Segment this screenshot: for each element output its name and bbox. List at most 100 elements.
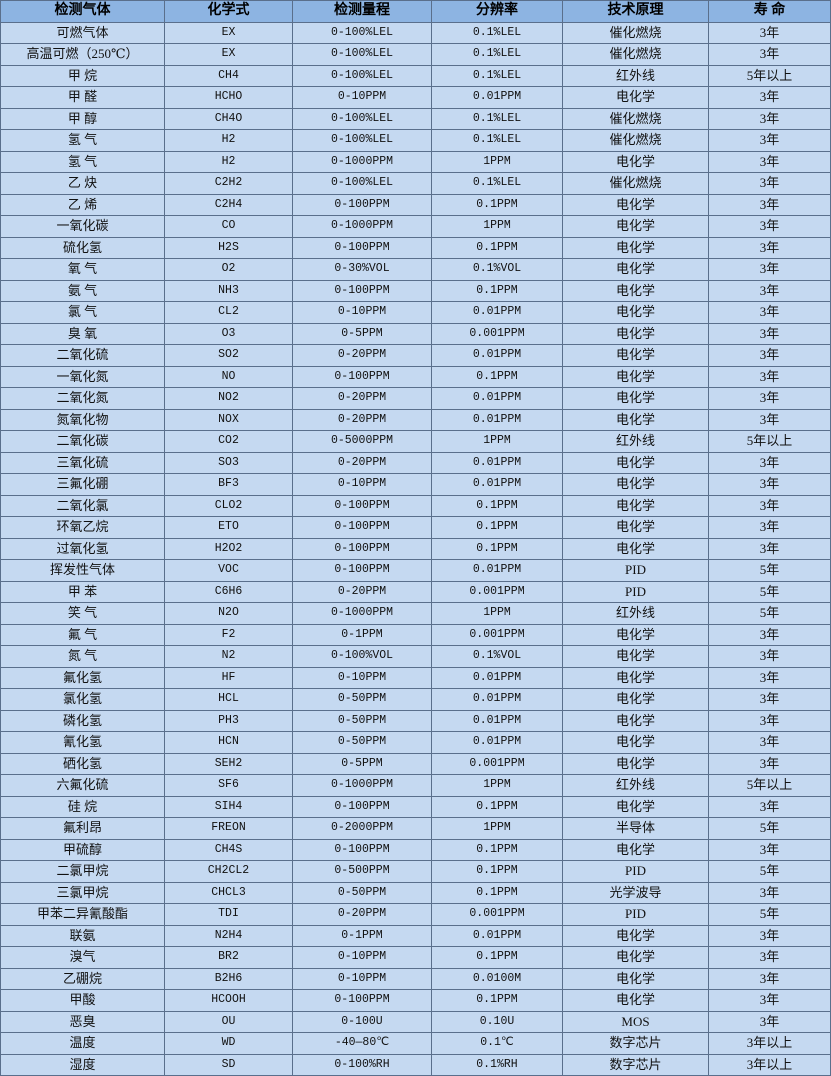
formula-cell: SEH2 [164,752,293,775]
formula-cell: SF6 [164,774,293,797]
formula-cell: H2S [164,236,293,259]
formula-cell: CH2CL2 [164,860,293,883]
principle-cell: 电化学 [562,344,709,367]
resolution-cell: 0.01PPM [431,301,563,324]
range-cell: 0-1000PPM [292,602,432,625]
resolution-cell: 0.0100M [431,967,563,990]
range-cell: 0-100%LEL [292,64,432,87]
principle-cell: 电化学 [562,795,709,818]
table-row: 磷化氢 PH3 0-50PPM 0.01PPM 电化学 3年 [0,709,831,732]
range-cell: 0-100%LEL [292,21,432,44]
resolution-cell: 1PPM [431,150,563,173]
principle-cell: 催化燃烧 [562,129,709,152]
range-cell: 0-5PPM [292,322,432,345]
principle-cell: 数字芯片 [562,1032,709,1055]
resolution-cell: 0.1PPM [431,193,563,216]
gas-cell: 甲苯二异氰酸酯 [0,903,165,926]
resolution-cell: 0.1PPM [431,989,563,1012]
principle-cell: 电化学 [562,473,709,496]
formula-cell: N2 [164,645,293,668]
gas-cell: 甲 烷 [0,64,165,87]
table-row: 甲苯二异氰酸酯 TDI 0-20PPM 0.001PPM PID 5年 [0,903,831,926]
gas-cell: 二氧化硫 [0,344,165,367]
table-row: 氢 气 H2 0-100%LEL 0.1%LEL 催化燃烧 3年 [0,129,831,152]
formula-cell: HCL [164,688,293,711]
range-cell: 0-100%LEL [292,129,432,152]
range-cell: 0-10PPM [292,967,432,990]
range-cell: 0-10PPM [292,666,432,689]
principle-cell: 电化学 [562,924,709,947]
resolution-cell: 0.1PPM [431,795,563,818]
range-cell: 0-100%LEL [292,172,432,195]
lifespan-cell: 3年 [708,731,831,754]
principle-cell: PID [562,559,709,582]
principle-cell: 电化学 [562,150,709,173]
resolution-cell: 0.1PPM [431,365,563,388]
resolution-cell: 0.1PPM [431,494,563,517]
lifespan-cell: 3年 [708,215,831,238]
principle-cell: 电化学 [562,967,709,990]
range-cell: -40—80℃ [292,1032,432,1055]
table-row: 湿度 SD 0-100%RH 0.1%RH 数字芯片 3年以上 [0,1053,831,1076]
principle-cell: 催化燃烧 [562,107,709,130]
gas-cell: 氧 气 [0,258,165,281]
formula-cell: H2O2 [164,537,293,560]
formula-cell: WD [164,1032,293,1055]
resolution-cell: 0.1PPM [431,537,563,560]
resolution-cell: 0.1%VOL [431,258,563,281]
formula-cell: CO [164,215,293,238]
lifespan-cell: 5年 [708,580,831,603]
formula-cell: ETO [164,516,293,539]
header-range: 检测量程 [292,0,432,23]
gas-cell: 二氯甲烷 [0,860,165,883]
header-principle: 技术原理 [562,0,709,23]
principle-cell: PID [562,580,709,603]
range-cell: 0-5PPM [292,752,432,775]
lifespan-cell: 3年 [708,258,831,281]
lifespan-cell: 3年 [708,666,831,689]
range-cell: 0-20PPM [292,451,432,474]
table-row: 一氧化氮 NO 0-100PPM 0.1PPM 电化学 3年 [0,365,831,388]
resolution-cell: 0.01PPM [431,86,563,109]
formula-cell: F2 [164,623,293,646]
range-cell: 0-50PPM [292,731,432,754]
principle-cell: 催化燃烧 [562,21,709,44]
resolution-cell: 0.1PPM [431,881,563,904]
range-cell: 0-100PPM [292,838,432,861]
principle-cell: 红外线 [562,602,709,625]
resolution-cell: 0.1%LEL [431,64,563,87]
gas-cell: 溴气 [0,946,165,969]
lifespan-cell: 5年 [708,903,831,926]
range-cell: 0-30%VOL [292,258,432,281]
range-cell: 0-100PPM [292,537,432,560]
header-formula: 化学式 [164,0,293,23]
formula-cell: BF3 [164,473,293,496]
resolution-cell: 0.001PPM [431,752,563,775]
formula-cell: PH3 [164,709,293,732]
formula-cell: H2 [164,129,293,152]
table-body: 可燃气体 EX 0-100%LEL 0.1%LEL 催化燃烧 3年 高温可燃（250℃） EX… [0,21,831,1076]
principle-cell: 电化学 [562,408,709,431]
table-row: 甲 烷 CH4 0-100%LEL 0.1%LEL 红外线 5年以上 [0,64,831,87]
table-row: 乙 烯 C2H4 0-100PPM 0.1PPM 电化学 3年 [0,193,831,216]
resolution-cell: 0.01PPM [431,709,563,732]
formula-cell: N2H4 [164,924,293,947]
gas-cell: 高温可燃（250℃） [0,43,165,66]
table-row: 硒化氢 SEH2 0-5PPM 0.001PPM 电化学 3年 [0,752,831,775]
header-row: 检测气体 化学式 检测量程 分辨率 技术原理 寿 命 [0,0,831,23]
range-cell: 0-50PPM [292,688,432,711]
lifespan-cell: 3年 [708,688,831,711]
formula-cell: CH4S [164,838,293,861]
table-row: 三氯甲烷 CHCL3 0-50PPM 0.1PPM 光学波导 3年 [0,881,831,904]
table-row: 甲 醇 CH4O 0-100%LEL 0.1%LEL 催化燃烧 3年 [0,107,831,130]
principle-cell: 电化学 [562,193,709,216]
table-row: 甲 醛 HCHO 0-10PPM 0.01PPM 电化学 3年 [0,86,831,109]
principle-cell: 光学波导 [562,881,709,904]
gas-cell: 硅 烷 [0,795,165,818]
gas-cell: 氢 气 [0,150,165,173]
resolution-cell: 0.01PPM [431,408,563,431]
table-row: 恶臭 OU 0-100U 0.10U MOS 3年 [0,1010,831,1033]
range-cell: 0-100PPM [292,279,432,302]
formula-cell: H2 [164,150,293,173]
range-cell: 0-100%RH [292,1053,432,1076]
